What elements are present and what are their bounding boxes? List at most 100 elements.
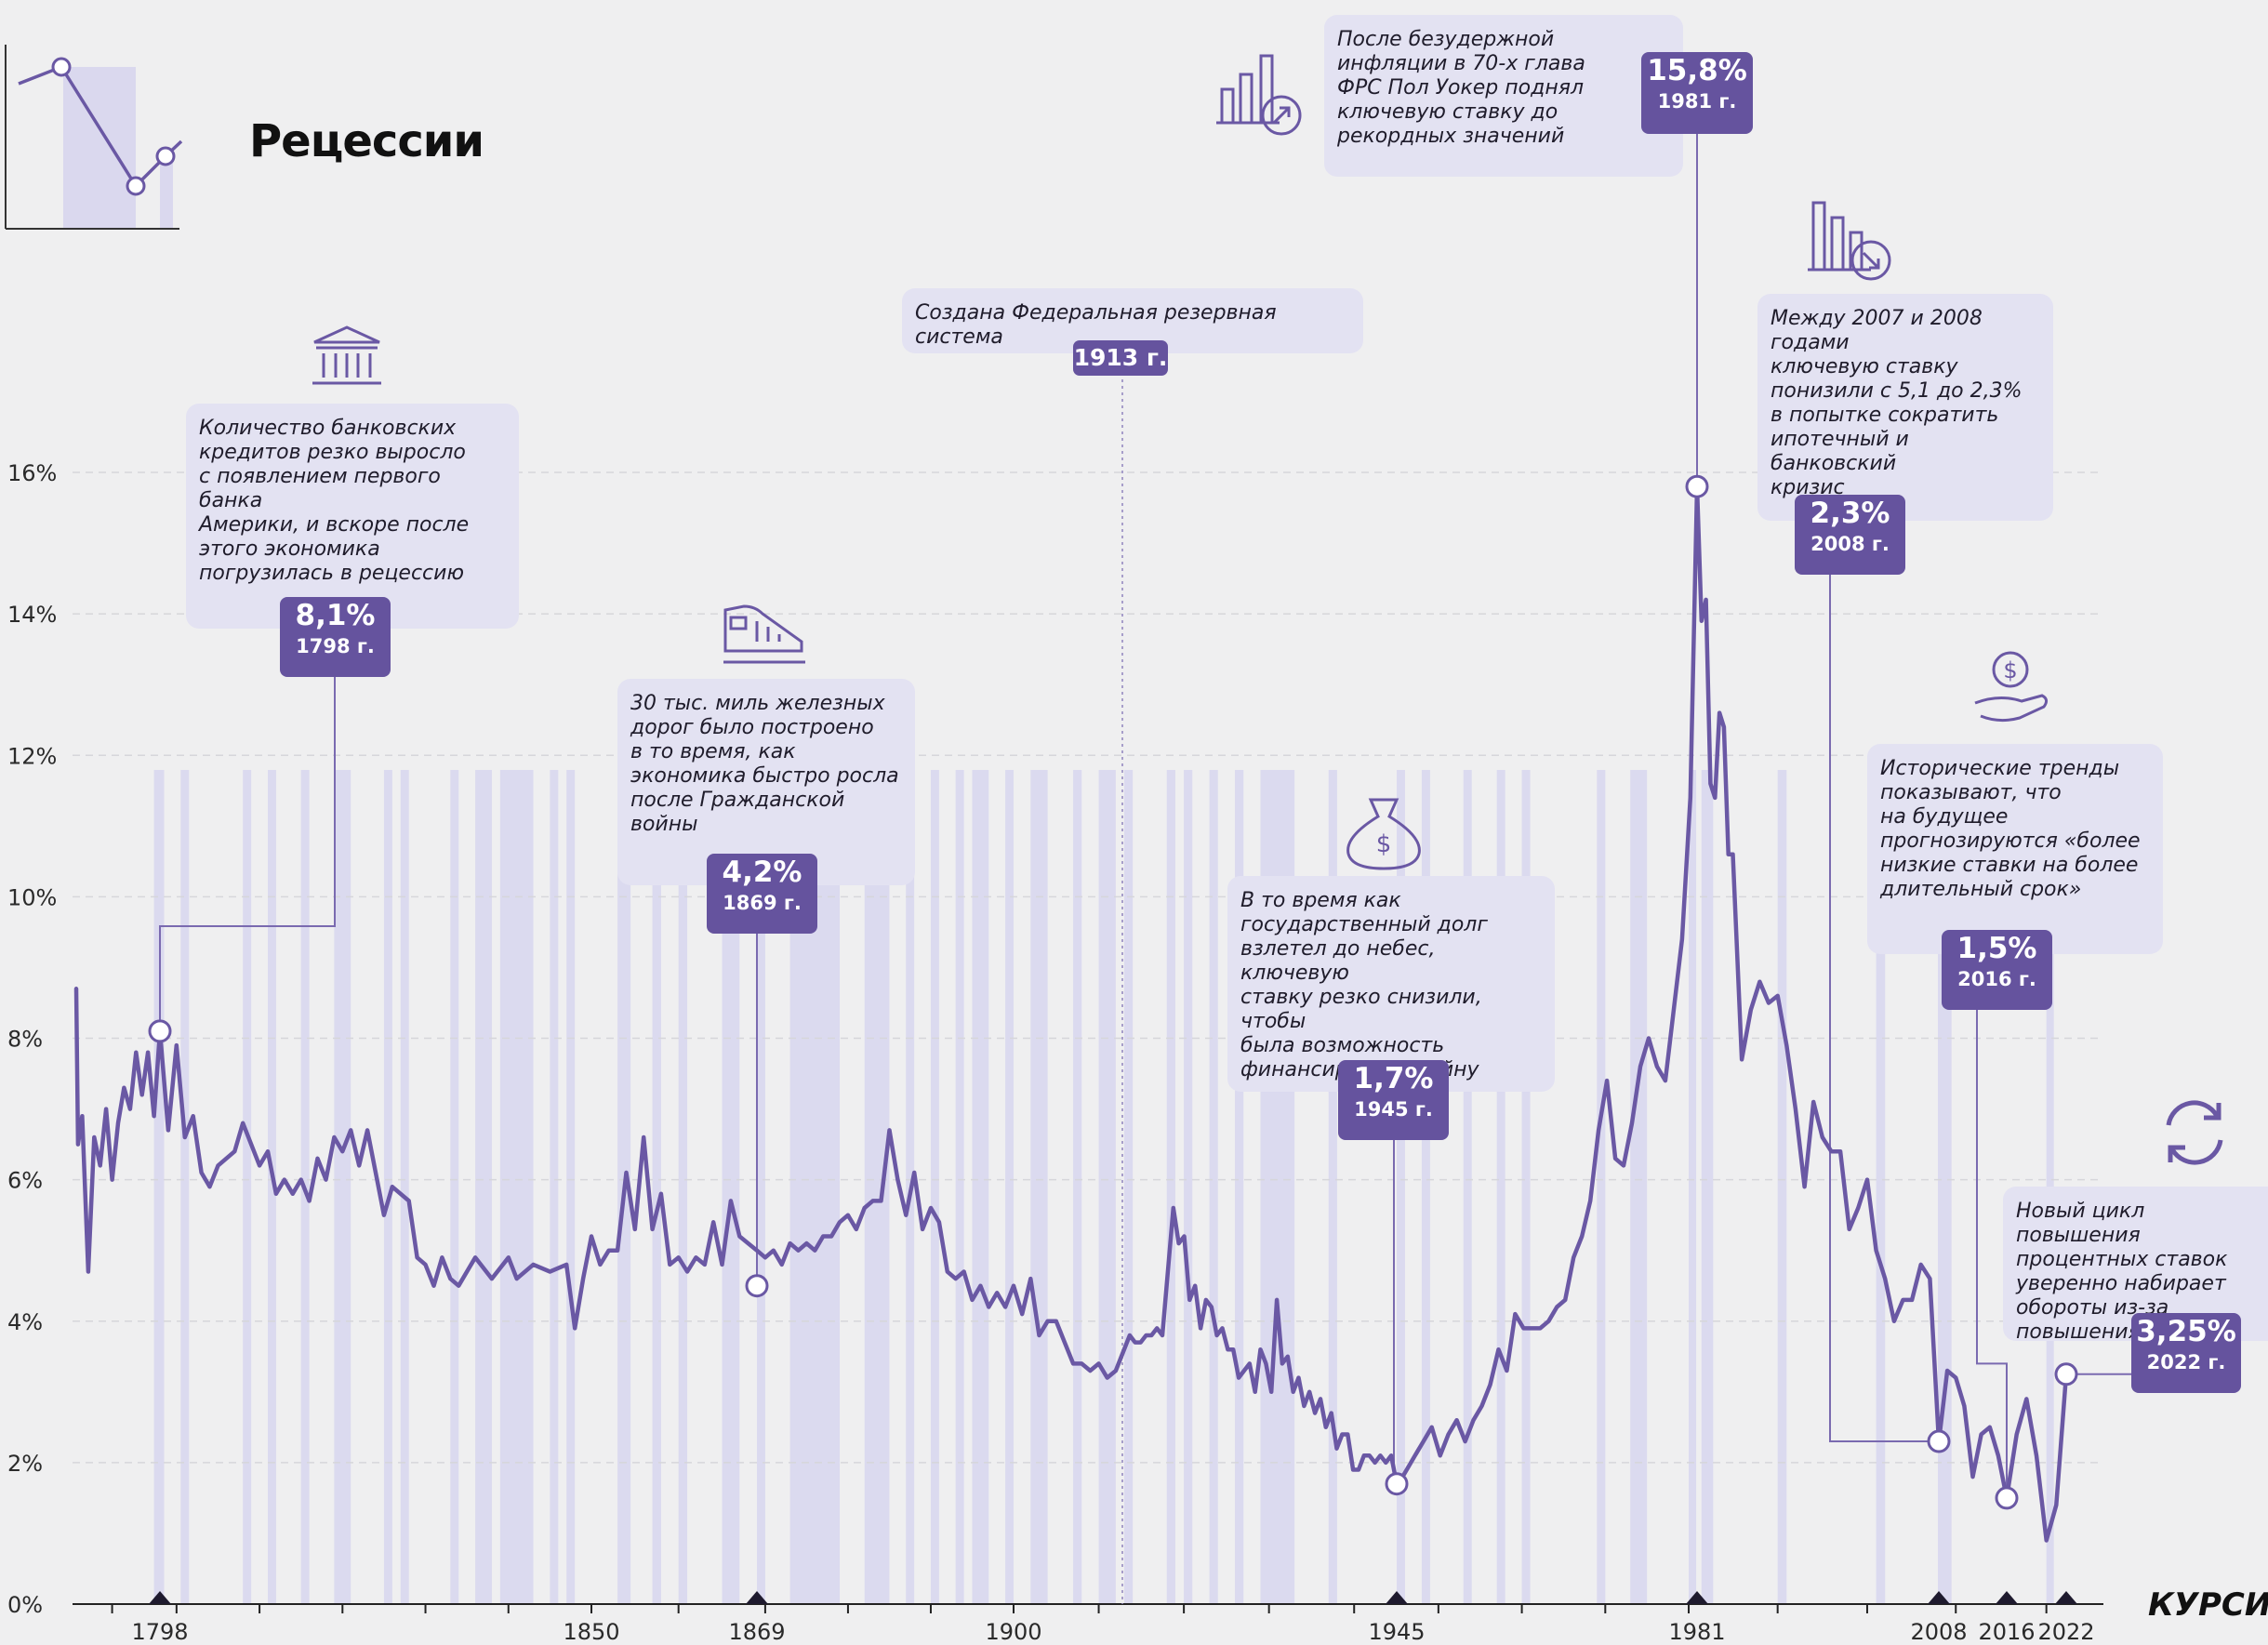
recession-band (1463, 770, 1472, 1604)
recession-band (1421, 770, 1430, 1604)
y-tick-label: 10% (7, 884, 57, 910)
badge-1913: 1913 г. (1073, 340, 1168, 376)
recession-band (1030, 770, 1048, 1604)
x-tick-label: 2008 (1910, 1619, 1967, 1645)
recession-band (1209, 770, 1218, 1604)
recession-band (1876, 770, 1886, 1604)
hand-dollar-icon: $ (1974, 651, 2049, 723)
y-tick-label: 4% (7, 1309, 43, 1335)
y-tick-label: 16% (7, 460, 57, 486)
recession-band (722, 770, 740, 1604)
x-axis: 1798 1850 1869 1900 1945 1981 2008 2016 2022 (111, 1591, 2095, 1645)
refresh-icon (2166, 1100, 2223, 1165)
axis-event-triangle (149, 1591, 171, 1604)
bar-chart-down-icon (1808, 201, 1891, 281)
x-tick-label: 1900 (985, 1619, 1041, 1645)
badge-year: 2022 г. (2146, 1351, 2226, 1373)
badge-1981: 15,8% 1981 г. (1641, 52, 1753, 134)
y-tick-label: 6% (7, 1168, 43, 1194)
recession-band (334, 770, 351, 1604)
note-2016: Исторические тренды показывают, что на б… (1867, 744, 2163, 954)
note-1869: 30 тыс. миль железных дорог было построе… (617, 679, 915, 885)
recession-band (1597, 770, 1606, 1604)
recession-band (475, 770, 492, 1604)
recession-band (1124, 770, 1134, 1604)
badge-1798: 8,1% 1798 г. (280, 597, 391, 677)
badge-year: 1945 г. (1354, 1098, 1433, 1121)
annotation-marker (2054, 1362, 2078, 1386)
badge-1945: 1,7% 1945 г. (1338, 1060, 1449, 1140)
recession-band (1777, 770, 1787, 1604)
x-tick-label: 1945 (1368, 1619, 1425, 1645)
recession-band (268, 770, 276, 1604)
recession-band (383, 770, 392, 1604)
brand-logo: КУРСИВ (2148, 1586, 2268, 1624)
note-1913: Создана Федеральная резервная система (902, 288, 1363, 353)
recession-band (566, 770, 576, 1604)
recession-band (1521, 770, 1531, 1604)
annotation-marker (1685, 474, 1709, 498)
recession-band (1397, 770, 1405, 1604)
recession-band (930, 770, 939, 1604)
axis-event-triangle (2055, 1591, 2077, 1604)
badge-year: 1981 г. (1657, 90, 1737, 113)
train-icon (723, 604, 805, 664)
leader-line (159, 677, 336, 1031)
x-tick-label: 1869 (728, 1619, 785, 1645)
y-axis: 0% 2% 4% 6% 8% 10% 12% 14% 16% (7, 460, 57, 1618)
recession-band (180, 770, 190, 1604)
x-tick-label: 1798 (131, 1619, 188, 1645)
annotation-marker (148, 1019, 172, 1043)
note-1945: В то время как государственный долг взле… (1227, 876, 1555, 1092)
annotation-marker (745, 1274, 769, 1298)
badge-2008: 2,3% 2008 г. (1795, 495, 1905, 575)
note-1981: После безудержной инфляции в 70-х глава … (1324, 15, 1683, 177)
recession-band (1689, 770, 1697, 1604)
recession-band (1630, 770, 1648, 1604)
y-tick-label: 12% (7, 743, 57, 769)
note-2008: Между 2007 и 2008 годами ключевую ставку… (1757, 294, 2053, 521)
recession-band (1073, 770, 1082, 1604)
recession-band (757, 770, 765, 1604)
y-tick-label: 14% (7, 602, 57, 628)
money-bag-icon: $ (1346, 798, 1421, 870)
gridlines (73, 471, 2103, 1464)
recession-band (1701, 770, 1714, 1604)
badge-year: 2016 г. (1957, 968, 2036, 990)
recession-band (1005, 770, 1014, 1604)
recession-band (1328, 770, 1337, 1604)
recession-band (499, 770, 534, 1604)
badge-value: 15,8% (1647, 54, 1747, 87)
badge-1869: 4,2% 1869 г. (707, 854, 817, 934)
recession-band (400, 770, 409, 1604)
leader-line (1393, 1140, 1397, 1485)
x-tick-label: 2022 (2037, 1619, 2094, 1645)
recession-band (1235, 770, 1244, 1604)
recession-band (678, 770, 688, 1604)
badge-year: 2008 г. (1810, 533, 1890, 555)
annotation-marker (1385, 1472, 1409, 1496)
recession-band (1166, 770, 1175, 1604)
axis-event-triangle (1928, 1591, 1950, 1604)
bar-chart-up-icon (1216, 54, 1302, 136)
recession-band (153, 770, 165, 1604)
recession-band (972, 770, 989, 1604)
x-tick-label: 1850 (563, 1619, 619, 1645)
annotation-marker (1995, 1486, 2019, 1510)
annotation-markers (148, 474, 2078, 1510)
bank-icon (312, 325, 381, 385)
recession-bands (153, 770, 2054, 1604)
badge-year: 1869 г. (723, 892, 802, 914)
axis-event-triangle (1996, 1591, 2018, 1604)
recession-band (243, 770, 252, 1604)
recession-band (1098, 770, 1116, 1604)
badge-value: 3,25% (2136, 1315, 2236, 1348)
badge-2016: 1,5% 2016 г. (1942, 930, 2052, 1010)
mini-chart-icon (5, 45, 183, 230)
x-tick-label: 2016 (1978, 1619, 2035, 1645)
recession-band (1496, 770, 1505, 1604)
chart-title: Рецессии (249, 115, 484, 167)
leader-line (1829, 575, 1939, 1443)
badge-value: 8,1% (295, 599, 376, 632)
note-1798: Количество банковских кредитов резко выр… (186, 404, 519, 629)
